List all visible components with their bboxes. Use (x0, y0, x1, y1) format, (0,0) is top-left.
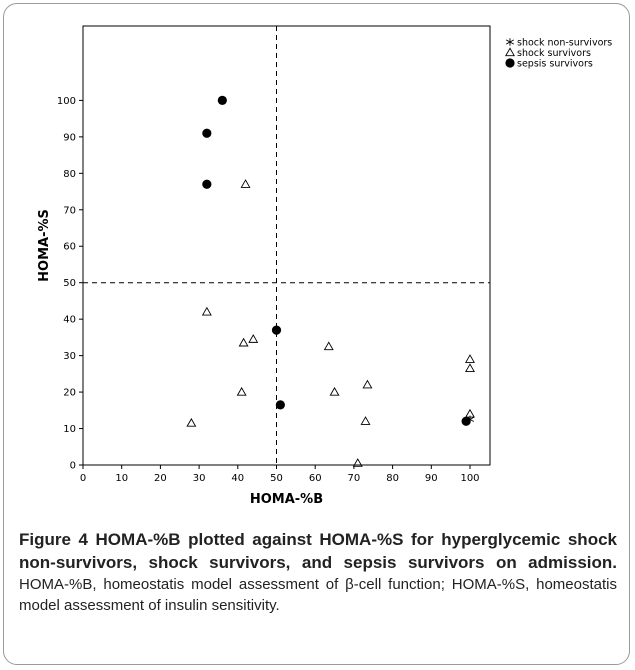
shock-survivors-point (465, 354, 475, 363)
y-tick-label: 0 (70, 461, 76, 472)
legend-marker (505, 58, 515, 68)
y-tick-label: 30 (63, 351, 76, 362)
y-tick-label: 50 (63, 278, 76, 289)
sepsis-survivors-point (202, 179, 212, 189)
x-tick-label: 10 (115, 473, 128, 484)
legend-label: sepsis survivors (517, 59, 593, 70)
caption-body-part2: -cell function; HOMA-%S, homeostatis mod… (19, 576, 617, 614)
legend-label: shock survivors (517, 48, 591, 59)
caption-beta-symbol: β (345, 576, 354, 593)
x-tick-label: 80 (386, 473, 399, 484)
plot-ticks: 0 10 20 30 40 50 60 70 80 90 100 0 10 20 30 40 50 60 70 80 9… (57, 96, 480, 484)
x-tick-label: 0 (80, 473, 86, 484)
shock-survivors-point (352, 458, 363, 467)
shock-survivors-point (360, 416, 371, 425)
shock-survivors-point (465, 408, 475, 418)
x-tick-label: 40 (231, 473, 244, 484)
legend-marker (505, 38, 515, 46)
shock-survivors-point (240, 179, 251, 188)
sepsis-survivors-point (461, 416, 471, 426)
x-tick-label: 20 (154, 473, 167, 484)
legend-label: shock non-survivors (517, 38, 612, 49)
sepsis-survivors-point (275, 400, 285, 410)
y-tick-label: 90 (63, 132, 76, 143)
x-tick-label: 50 (270, 473, 283, 484)
shock-survivors-point (248, 334, 259, 343)
shock-survivors-point (362, 379, 373, 389)
scatter-plot: 0 10 20 30 40 50 60 70 80 90 100 0 10 20 30 40 50 60 70 80 9… (37, 25, 612, 507)
y-tick-label: 40 (63, 315, 76, 326)
x-tick-label: 100 (460, 473, 479, 484)
shock-survivors-point (201, 306, 212, 316)
y-axis-label: HOMA-%S (37, 209, 52, 282)
sepsis-survivors-point (217, 95, 227, 105)
sepsis-survivors-point (271, 325, 282, 335)
shock-survivors-point (465, 363, 475, 372)
x-tick-label: 90 (425, 473, 438, 484)
sepsis-survivors-point (202, 128, 212, 138)
y-tick-label: 20 (63, 388, 76, 399)
caption-heading-end: . (612, 553, 617, 572)
data-marks (186, 95, 475, 467)
plot-area-border (82, 25, 491, 466)
shock-survivors-point (323, 341, 334, 351)
shock-survivors-point (236, 386, 247, 396)
shock-survivors-point (186, 417, 197, 427)
y-tick-label: 70 (63, 205, 76, 216)
x-axis-label: HOMA-%B (250, 492, 323, 507)
y-tick-label: 100 (57, 96, 76, 107)
caption-body-part1: HOMA-%B, homeostatis model assessment of (19, 576, 346, 593)
y-tick-label: 10 (63, 424, 76, 435)
y-tick-label: 60 (63, 242, 76, 253)
figure-caption: Figure 4 HOMA-%B plotted against HOMA-%S… (19, 528, 617, 616)
figure-frame (3, 3, 630, 665)
plot-axes (82, 25, 491, 466)
x-tick-label: 70 (348, 473, 361, 484)
legend-marker (505, 47, 515, 57)
y-tick-label: 80 (63, 169, 76, 180)
x-tick-label: 60 (309, 473, 322, 484)
shock-survivors-point (238, 337, 249, 347)
x-tick-label: 30 (193, 473, 206, 484)
star-stroke (505, 39, 515, 45)
reference-lines (83, 26, 490, 466)
caption-heading: Figure 4 HOMA-%B plotted against HOMA-%S… (19, 530, 617, 572)
shock-survivors-point (329, 386, 340, 396)
